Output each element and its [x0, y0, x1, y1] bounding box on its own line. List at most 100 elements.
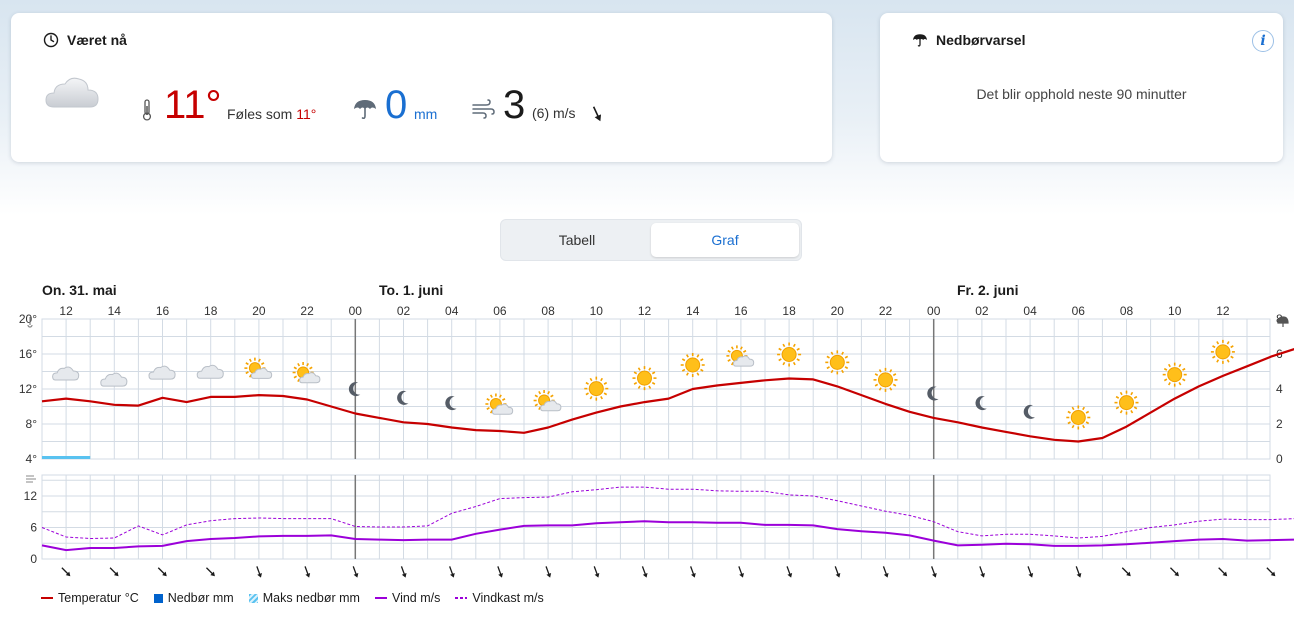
axis-thermometer-icon — [27, 317, 33, 328]
partly-sunny-cloud-icon — [250, 367, 273, 379]
wind-direction-arrow — [1218, 567, 1228, 577]
wind-direction-arrow — [882, 566, 889, 578]
legend-gust: Vindkast m/s — [455, 591, 544, 605]
cloud-icon — [52, 366, 80, 381]
wind-direction-arrow — [1027, 566, 1034, 578]
x-tick-label: 14 — [686, 304, 700, 318]
x-tick-label: 04 — [1023, 304, 1037, 318]
wind-direction-arrow — [641, 566, 648, 578]
sun-icon — [1066, 405, 1091, 430]
wind-tick-label: 6 — [30, 521, 37, 535]
x-tick-label: 08 — [541, 304, 555, 318]
x-tick-label: 00 — [927, 304, 941, 318]
y-left-tick-label: 20° — [19, 312, 37, 326]
sun-icon — [680, 353, 705, 377]
wind-tick-label: 0 — [30, 552, 37, 566]
wind-direction-arrow — [1266, 567, 1276, 577]
wind-tick-label: 12 — [24, 489, 38, 503]
partly-sunny-cloud-icon — [299, 372, 321, 384]
moon-icon — [927, 386, 939, 401]
wind-line — [41, 520, 1294, 552]
axis-wind-icon — [26, 475, 36, 483]
precipitation-message: Det blir opphold neste 90 minutter — [976, 86, 1187, 102]
wind-direction-arrow — [109, 567, 119, 577]
wind-gust: (6) m/s — [532, 105, 576, 121]
legend-precipitation: Nedbør mm — [153, 591, 234, 605]
temperature-line — [41, 348, 1294, 443]
wind-direction-arrow — [593, 566, 600, 578]
wind-direction-arrow — [256, 566, 262, 578]
moon-icon — [348, 382, 361, 397]
y-right-tick-label: 4 — [1276, 382, 1283, 396]
wind-direction-arrow-icon — [592, 106, 602, 122]
y-left-tick-label: 16° — [19, 347, 37, 361]
wind-direction-arrow — [931, 566, 937, 578]
x-tick-label: 20 — [252, 304, 266, 318]
chart-legend: Temperatur °C Nedbør mm Maks nedbør mm V… — [41, 591, 544, 605]
sun-icon — [777, 342, 802, 367]
wind-direction-arrow — [690, 566, 696, 578]
y-right-tick-label: 2 — [1276, 417, 1283, 431]
tab-table[interactable]: Tabell — [558, 232, 596, 248]
wind-direction-arrow — [1075, 566, 1082, 578]
legend-wind: Vind m/s — [374, 591, 440, 605]
y-left-tick-label: 4° — [26, 452, 38, 466]
current-precipitation: 0 — [385, 83, 408, 127]
wind-direction-arrow — [400, 566, 407, 578]
feels-like-value: 11° — [296, 106, 317, 122]
x-tick-label: 18 — [204, 304, 218, 318]
wind-direction-arrow — [205, 567, 215, 577]
tab-graph[interactable]: Graf — [651, 223, 799, 257]
wind-direction-arrow — [834, 566, 841, 578]
wind-direction-arrow — [786, 566, 793, 578]
day-label-wednesday: On. 31. mai — [42, 282, 117, 298]
x-tick-label: 16 — [156, 304, 170, 318]
x-tick-label: 06 — [1072, 304, 1086, 318]
wind-direction-arrow — [449, 566, 455, 578]
cloud-icon — [148, 365, 176, 380]
umbrella-small-icon — [913, 34, 927, 47]
current-weather-title: Været nå — [67, 32, 127, 48]
wind-direction-arrow — [61, 567, 71, 577]
moon-icon — [1023, 404, 1036, 419]
sun-icon — [632, 366, 657, 391]
precipitation-forecast-card: Nedbørvarsel i Det blir opphold neste 90… — [880, 13, 1283, 162]
moon-icon — [397, 390, 409, 405]
sun-icon — [584, 376, 609, 401]
feels-like: Føles som 11° — [227, 106, 316, 122]
cloud-icon — [100, 372, 128, 387]
current-weather-header: Været nå — [43, 32, 127, 48]
partly-sunny-icon — [533, 390, 555, 411]
wind-direction-arrow — [979, 566, 985, 578]
x-tick-label: 10 — [1168, 304, 1182, 318]
x-tick-label: 14 — [108, 304, 122, 318]
sun-icon — [1162, 362, 1187, 387]
x-tick-label: 04 — [445, 304, 459, 318]
x-tick-label: 16 — [734, 304, 748, 318]
x-tick-label: 08 — [1120, 304, 1134, 318]
precipitation-forecast-header: Nedbørvarsel — [912, 32, 1025, 48]
moon-icon — [445, 396, 457, 411]
precipitation-forecast-title: Nedbørvarsel — [936, 32, 1026, 48]
current-temperature: 11° — [164, 83, 222, 127]
current-wind: 3 — [503, 83, 526, 127]
gust-line — [41, 486, 1294, 540]
y-left-tick-label: 12° — [19, 382, 37, 396]
sun-icon — [1210, 339, 1235, 364]
x-tick-label: 12 — [638, 304, 652, 318]
wind-direction-arrow — [497, 566, 503, 578]
wind-direction-arrow — [352, 566, 359, 578]
view-toggle: Tabell Graf — [500, 219, 802, 261]
cloud-icon — [196, 364, 224, 379]
x-tick-label: 06 — [493, 304, 507, 318]
clock-icon — [43, 32, 59, 48]
feels-like-label: Føles som — [227, 106, 293, 122]
day-label-thursday: To. 1. juni — [379, 282, 444, 298]
legend-max-precipitation: Maks nedbør mm — [248, 591, 360, 605]
precipitation-unit: mm — [414, 106, 438, 122]
forecast-chart: 12 14 16 18 20 22 00 02 04 06 08 10 12 14 16 18 20 22 00 02… — [19, 304, 1294, 578]
wind-direction-arrow — [545, 566, 552, 578]
x-tick-label: 02 — [975, 304, 989, 318]
partly-sunny-cloud-icon — [491, 403, 514, 415]
info-button[interactable]: i — [1252, 30, 1274, 52]
